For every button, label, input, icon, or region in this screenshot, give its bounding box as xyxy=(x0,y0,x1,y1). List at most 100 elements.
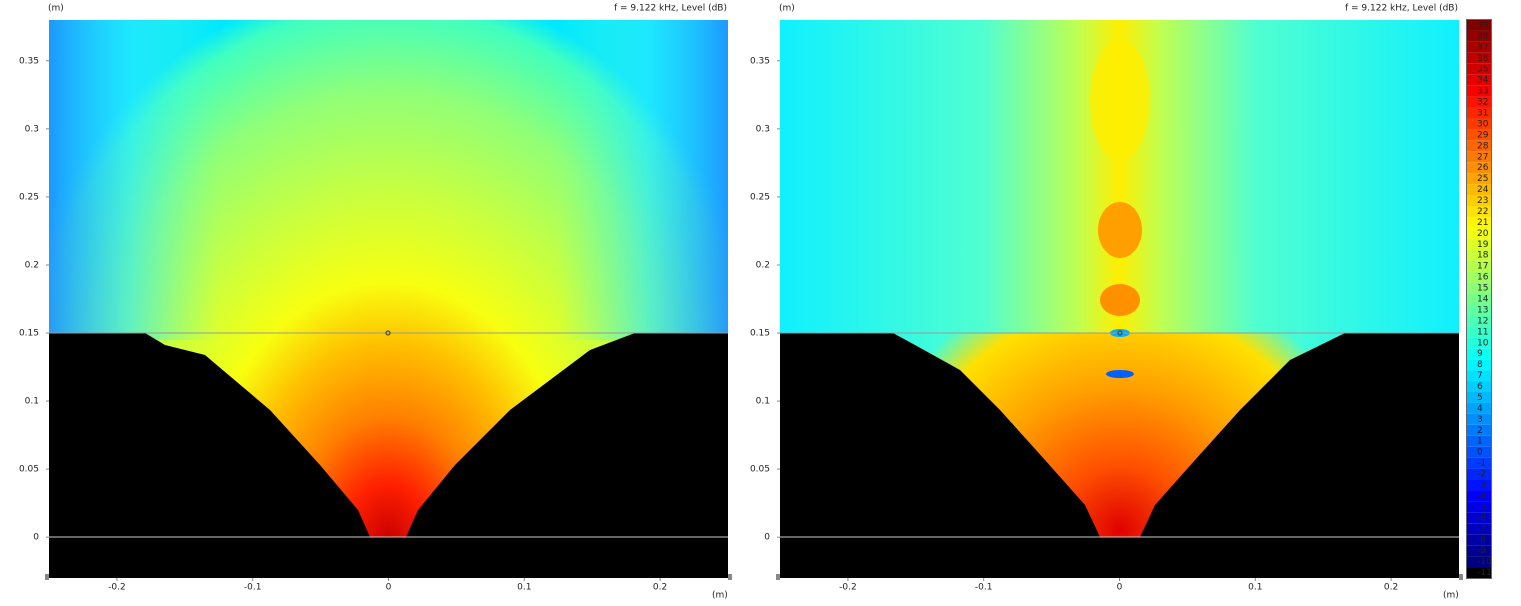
colorbar-label: -2 xyxy=(1477,470,1486,480)
colorbar-label: 12 xyxy=(1477,316,1488,326)
colorbar-level xyxy=(1467,556,1491,568)
y-axis-label: (m) xyxy=(48,4,64,14)
colorbar-level xyxy=(1467,490,1491,502)
colorbar-label: -1 xyxy=(1477,459,1486,469)
colorbar-level xyxy=(1467,381,1491,392)
colorbar-level xyxy=(1467,206,1491,217)
colorbar-label: -5 xyxy=(1477,502,1486,512)
colorbar-level xyxy=(1467,326,1491,338)
colorbar-label: 31 xyxy=(1477,109,1488,119)
colorbar-level xyxy=(1467,173,1491,185)
colorbar-label: 27 xyxy=(1477,152,1488,162)
colorbar-label: 22 xyxy=(1477,207,1488,217)
x-tick-label: -0.1 xyxy=(244,583,262,593)
y-tick-label: 0.35 xyxy=(19,56,39,66)
colorbar-label: 11 xyxy=(1477,327,1488,337)
x-axis-label: (m) xyxy=(712,591,728,601)
colorbar-label: 16 xyxy=(1477,273,1489,283)
colorbar-level xyxy=(1467,304,1491,316)
colorbar-level xyxy=(1467,249,1491,261)
x-tick-label: -0.1 xyxy=(975,583,993,593)
x-tick-label: 0.2 xyxy=(653,583,667,593)
colorbar-label: 33 xyxy=(1477,87,1488,97)
colorbar-label: -9 xyxy=(1477,546,1486,556)
colorbar-level xyxy=(1467,457,1491,469)
colorbar-level xyxy=(1467,392,1491,403)
colorbar-label: -4 xyxy=(1477,491,1486,501)
colorbar-label: 36 xyxy=(1477,54,1489,64)
colorbar-label: 18 xyxy=(1477,251,1489,261)
colorbar-level xyxy=(1467,424,1491,436)
y-tick-label: 0.1 xyxy=(25,397,39,407)
colorbar-level xyxy=(1467,129,1491,141)
colorbar-level xyxy=(1467,512,1491,524)
x-tick-label: 0 xyxy=(386,583,392,593)
x-tick-label: 0.2 xyxy=(1384,583,1398,593)
x-tick-label: -0.2 xyxy=(108,583,126,593)
colorbar-level xyxy=(1467,293,1491,305)
y-tick-label: 0.05 xyxy=(750,465,770,475)
colorbar-label: 25 xyxy=(1477,174,1488,184)
colorbar-label: 26 xyxy=(1477,163,1489,173)
colorbar-label: -3 xyxy=(1477,481,1486,491)
y-axis-label: (m) xyxy=(779,4,795,14)
colorbar-level xyxy=(1467,52,1491,64)
colorbar-label: 15 xyxy=(1477,284,1488,294)
colorbar-label: 2 xyxy=(1477,426,1483,436)
colorbar-label: -10 xyxy=(1477,557,1492,567)
colorbar-level xyxy=(1467,107,1491,119)
colorbar-level xyxy=(1467,118,1491,130)
chart-title: f = 9.122 kHz, Level (dB) xyxy=(1345,4,1458,14)
colorbar-level xyxy=(1467,184,1491,196)
colorbar-level xyxy=(1467,468,1491,480)
guide-lines xyxy=(49,330,1459,538)
colorbar-label: 39 xyxy=(1477,21,1489,31)
colorbar-level xyxy=(1467,85,1491,97)
colorbar-label: 8 xyxy=(1477,360,1483,370)
colorbar-level xyxy=(1467,20,1491,31)
y-tick-label: 0 xyxy=(764,533,770,543)
colorbar-label: 4 xyxy=(1477,404,1483,414)
handle xyxy=(45,574,49,580)
colorbar-label: 3 xyxy=(1477,415,1483,425)
colorbar-label: 23 xyxy=(1477,196,1488,206)
colorbar-label: 17 xyxy=(1477,262,1488,272)
colorbar-label: 35 xyxy=(1477,65,1488,75)
x-tick-label: -0.2 xyxy=(839,583,857,593)
colorbar-label: 5 xyxy=(1477,393,1483,403)
colorbar-level xyxy=(1467,413,1491,425)
colorbar-level xyxy=(1467,162,1491,174)
colorbar-level xyxy=(1467,479,1491,491)
colorbar-label: 24 xyxy=(1477,185,1489,195)
y-tick-label: 0.15 xyxy=(19,329,39,339)
colorbar-level xyxy=(1467,227,1491,239)
colorbar-level xyxy=(1467,41,1491,53)
colorbar-level xyxy=(1467,63,1491,75)
colorbar-label: -8 xyxy=(1477,535,1486,545)
colorbar-label: 14 xyxy=(1477,295,1489,305)
colorbar-level xyxy=(1467,140,1491,152)
colorbar-label: 29 xyxy=(1477,130,1489,140)
colorbar-level xyxy=(1467,337,1491,349)
colorbar-level xyxy=(1467,282,1491,294)
y-tick-label: 0.3 xyxy=(25,124,39,134)
colorbar-level xyxy=(1467,151,1491,163)
colorbar-level xyxy=(1467,348,1491,360)
colorbar-label: 19 xyxy=(1477,240,1489,250)
colorbar-level xyxy=(1467,271,1491,283)
colorbar-level xyxy=(1467,545,1491,557)
colorbar-level xyxy=(1467,402,1491,414)
colorbar-frame xyxy=(1466,19,1492,579)
x-tick-label: 0.1 xyxy=(1248,583,1262,593)
y-tick-label: 0.2 xyxy=(25,260,39,270)
y-tick-label: 0 xyxy=(33,533,39,543)
colorbar-label: 6 xyxy=(1477,382,1483,392)
colorbar-label: 38 xyxy=(1477,32,1489,42)
colorbar-level xyxy=(1467,74,1491,86)
colorbar-label: -6 xyxy=(1477,513,1486,523)
y-tick-label: 0.05 xyxy=(19,465,39,475)
colorbar-level xyxy=(1467,30,1491,42)
colorbar-level xyxy=(1467,501,1491,513)
colorbar-label: 9 xyxy=(1477,349,1483,359)
